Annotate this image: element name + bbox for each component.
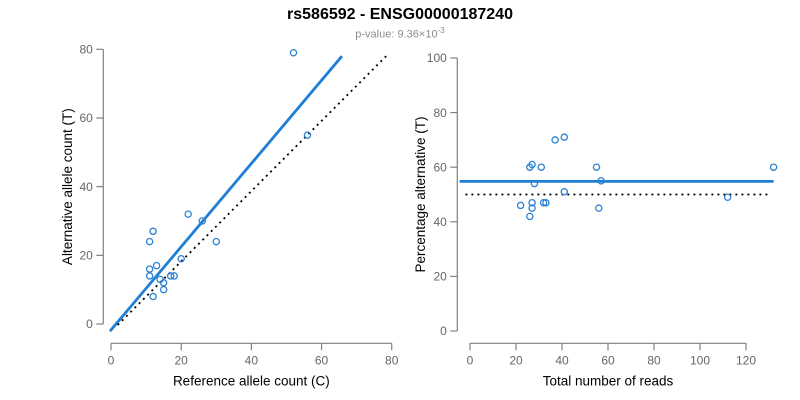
y-tick-label: 0 bbox=[440, 324, 447, 338]
x-axis-title: Reference allele count (C) bbox=[173, 373, 330, 388]
figure-title: rs586592 - ENSG00000187240 bbox=[287, 6, 513, 23]
data-point bbox=[198, 217, 206, 225]
y-tick-label: 60 bbox=[433, 160, 447, 174]
data-point bbox=[526, 163, 534, 171]
x-tick-label: 80 bbox=[385, 353, 399, 367]
pvalue-exponent: -3 bbox=[437, 26, 445, 35]
y-axis-title: Alternative allele count (T) bbox=[60, 108, 75, 265]
y-tick-label: 40 bbox=[433, 215, 447, 229]
data-point bbox=[145, 265, 154, 273]
data-point bbox=[597, 177, 605, 185]
y-axis-title: Percentage alternative (T) bbox=[413, 116, 428, 272]
x-tick-label: 120 bbox=[736, 353, 756, 367]
data-point bbox=[539, 198, 548, 207]
data-point bbox=[184, 210, 192, 218]
data-point bbox=[145, 237, 154, 246]
data-point bbox=[528, 204, 536, 212]
x-tick-label: 20 bbox=[175, 353, 189, 367]
data-point bbox=[551, 136, 559, 144]
data-point bbox=[212, 237, 221, 246]
x-tick-label: 100 bbox=[690, 353, 710, 367]
y-tick-label: 20 bbox=[79, 249, 93, 263]
data-point bbox=[303, 131, 312, 139]
x-tick-label: 40 bbox=[555, 353, 569, 367]
data-point bbox=[560, 188, 569, 196]
x-tick-label: 60 bbox=[601, 353, 615, 367]
x-axis-title: Total number of reads bbox=[543, 373, 674, 388]
data-point bbox=[592, 163, 601, 171]
data-point bbox=[542, 198, 550, 207]
pvalue-times-ten: ×10 bbox=[418, 28, 438, 41]
data-point bbox=[530, 179, 539, 188]
identity-line bbox=[117, 54, 388, 326]
x-tick-label: 0 bbox=[467, 353, 474, 367]
data-point bbox=[159, 279, 168, 287]
data-point bbox=[526, 212, 534, 221]
data-point bbox=[595, 204, 603, 212]
y-tick-label: 20 bbox=[433, 270, 447, 284]
data-point bbox=[166, 272, 175, 280]
data-point bbox=[537, 163, 546, 171]
data-point bbox=[769, 163, 778, 171]
data-point bbox=[723, 193, 732, 201]
pvalue-subtitle: p-value: 9.36×10-3 bbox=[0, 26, 800, 41]
data-point bbox=[289, 49, 298, 57]
y-tick-label: 0 bbox=[86, 317, 93, 331]
x-tick-label: 60 bbox=[315, 353, 329, 367]
y-tick-label: 60 bbox=[79, 111, 93, 125]
allele-counts-plot: 0 20 40 60 80 0 20 40 60 80 Reference allele count… bbox=[60, 43, 399, 389]
y-tick-label: 80 bbox=[79, 43, 93, 57]
data-point bbox=[149, 227, 157, 236]
x-tick-label: 80 bbox=[647, 353, 661, 367]
data-point bbox=[145, 272, 154, 280]
pvalue-label: p-value: bbox=[355, 28, 398, 41]
data-point bbox=[516, 201, 525, 210]
fitted-ratio-line bbox=[108, 55, 343, 333]
x-tick-label: 40 bbox=[245, 353, 259, 367]
y-tick-label: 40 bbox=[79, 180, 93, 194]
x-tick-label: 0 bbox=[108, 353, 115, 367]
data-point bbox=[159, 285, 168, 294]
data-point bbox=[149, 292, 157, 301]
y-tick-label: 80 bbox=[433, 106, 447, 120]
pvalue-mantissa: 9.36 bbox=[397, 28, 419, 41]
data-point bbox=[528, 198, 536, 207]
data-point bbox=[177, 255, 185, 263]
y-tick-label: 100 bbox=[427, 51, 447, 65]
x-tick-label: 20 bbox=[509, 353, 523, 367]
data-point bbox=[170, 272, 178, 280]
data-point bbox=[152, 261, 161, 270]
percentage-vs-coverage-plot: 0 20 40 60 80 100 0 20 40 60 80 100 120 Total number … bbox=[413, 51, 778, 388]
data-point bbox=[560, 133, 569, 141]
